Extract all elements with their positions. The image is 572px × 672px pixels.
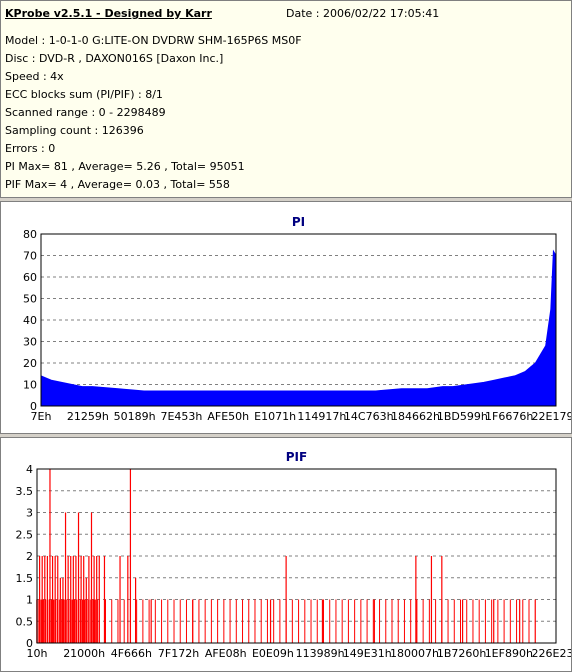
chart-title: PI: [292, 215, 305, 229]
y-tick-label: 1: [26, 594, 33, 607]
y-tick-label: 0.5: [16, 615, 34, 628]
y-tick-label: 3.5: [16, 485, 34, 498]
x-tick-label: 1F6676h: [485, 410, 533, 423]
x-tick-label: 113989h: [296, 647, 345, 660]
speed-line: Speed : 4x: [5, 70, 64, 83]
x-tick-label: 114917h: [297, 410, 346, 423]
y-tick-label: 2.5: [16, 528, 34, 541]
x-tick-label: 7F172h: [158, 647, 199, 660]
pi-chart: PI 0 10 20 30 40 50 60 70 80 7Eh 21259h 50189h 7E453h…: [23, 215, 571, 423]
x-tick-label: 184662h: [391, 410, 440, 423]
y-tick-label: 70: [23, 250, 37, 263]
x-tick-label: 21259h: [67, 410, 109, 423]
x-tick-label: E0E09h: [252, 647, 294, 660]
plot-border: [40, 233, 557, 407]
plot-border: [36, 468, 557, 644]
y-tick-label: 4: [26, 463, 33, 476]
x-tick-label: 22E179h: [532, 410, 571, 423]
x-tick-label: 1EF890h: [485, 647, 533, 660]
x-tick-label: 149E31h: [343, 647, 392, 660]
pi-chart-panel: PI 0 10 20 30 40 50 60 70 80 7Eh 21259h 50189h 7E453h…: [0, 201, 572, 434]
x-tick-label: 50189h: [114, 410, 156, 423]
y-tick-label: 3: [26, 507, 33, 520]
y-tick-label: 0: [30, 400, 37, 413]
disc-line: Disc : DVD-R , DAXON016S [Daxon Inc.]: [5, 52, 224, 65]
y-tick-label: 50: [23, 293, 37, 306]
range-line: Scanned range : 0 - 2298489: [5, 106, 166, 119]
pi-area-series: [40, 249, 557, 407]
pif-chart: PIF 0 0.5 1 1.5 2 2.5 3 3.5 4 10h 21000h 4F666h 7F172…: [16, 450, 572, 660]
scan-date: Date : 2006/02/22 17:05:41: [286, 7, 440, 20]
x-tick-label: 21000h: [63, 647, 105, 660]
y-tick-label: 0: [26, 637, 33, 650]
y-tick-label: 40: [23, 314, 37, 327]
x-tick-label: 14C763h: [344, 410, 394, 423]
x-tick-label: E1071h: [254, 410, 296, 423]
x-tick-label: 180007h: [390, 647, 439, 660]
y-tick-label: 60: [23, 271, 37, 284]
x-tick-label: AFE08h: [205, 647, 247, 660]
pi-summary-line: PI Max= 81 , Average= 5.26 , Total= 9505…: [5, 160, 245, 173]
x-tick-label: 7Eh: [31, 410, 52, 423]
x-tick-label: 226E23h: [532, 647, 571, 660]
y-tick-label: 10: [23, 379, 37, 392]
ecc-line: ECC blocks sum (PI/PIF) : 8/1: [5, 88, 163, 101]
errors-line: Errors : 0: [5, 142, 56, 155]
chart-title: PIF: [286, 450, 307, 464]
y-tick-label: 2: [26, 550, 33, 563]
x-tick-label: 7E453h: [160, 410, 202, 423]
y-tick-label: 80: [23, 228, 37, 241]
y-tick-label: 30: [23, 336, 37, 349]
x-tick-label: 10h: [27, 647, 48, 660]
x-tick-label: 1B7260h: [437, 647, 487, 660]
model-line: Model : 1-0-1-0 G:LITE-ON DVDRW SHM-165P…: [5, 34, 302, 47]
x-tick-label: 4F666h: [111, 647, 152, 660]
app-title: KProbe v2.5.1 - Designed by Karr: [5, 7, 212, 20]
x-tick-label: AFE50h: [207, 410, 249, 423]
x-tick-label: 1BD599h: [437, 410, 488, 423]
sampling-line: Sampling count : 126396: [5, 124, 144, 137]
info-panel: KProbe v2.5.1 - Designed by Karr Date : …: [0, 0, 572, 198]
pif-chart-panel: PIF 0 0.5 1 1.5 2 2.5 3 3.5 4 10h 21000h 4F666h 7F172…: [0, 437, 572, 672]
plot-area: [40, 233, 557, 407]
y-tick-label: 20: [23, 357, 37, 370]
pif-summary-line: PIF Max= 4 , Average= 0.03 , Total= 558: [5, 178, 230, 191]
y-tick-label: 1.5: [16, 572, 34, 585]
